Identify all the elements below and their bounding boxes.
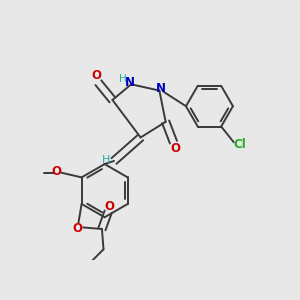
Text: N: N [125,76,135,89]
Text: O: O [72,222,82,235]
Text: O: O [51,165,61,178]
Text: O: O [170,142,180,155]
Text: O: O [105,200,115,213]
Text: Cl: Cl [233,138,246,151]
Text: H: H [118,74,126,84]
Text: H: H [102,155,110,165]
Text: N: N [156,82,166,95]
Text: O: O [92,69,102,82]
